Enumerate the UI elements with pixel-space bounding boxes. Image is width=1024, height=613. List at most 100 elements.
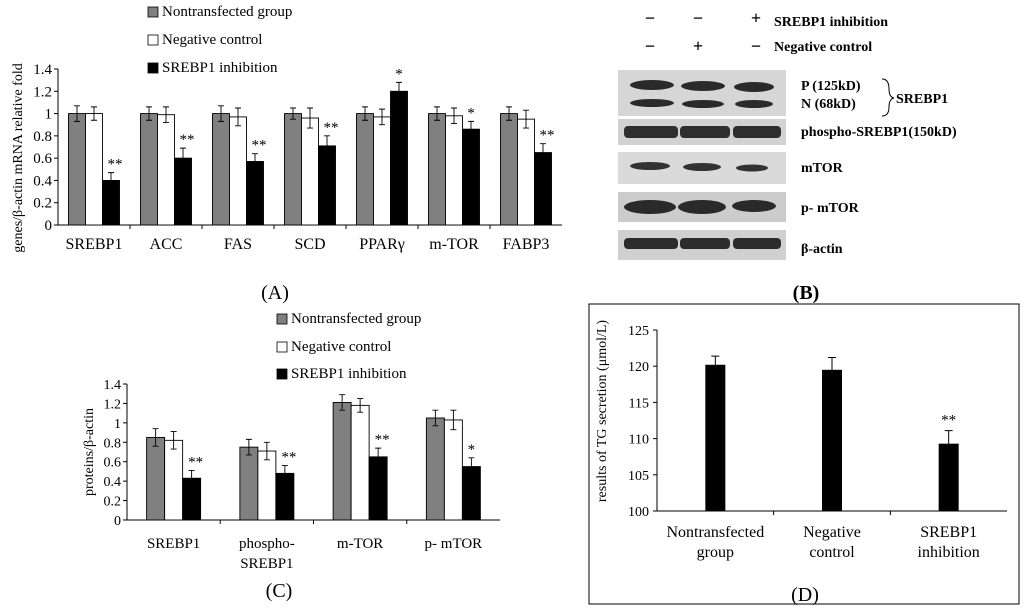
panel-a-plot: 00.20.40.60.811.21.4**SREBP1**ACC**FAS**…	[33, 62, 562, 253]
significance-marker: **	[281, 450, 296, 466]
error-bar-srebp1-inhibition-ppar	[396, 81, 402, 101]
header-mark-r2c1: −	[645, 36, 655, 56]
y-tick-label: 0.4	[104, 475, 122, 490]
srebp1-brace	[881, 78, 895, 117]
bar-srebp1-inhibition-m-tor	[368, 456, 388, 521]
bar-nontransfected-group-fas	[212, 113, 230, 226]
legend-label-nontransfected: Nontransfected group	[291, 311, 421, 327]
y-tick-label: 0	[114, 514, 121, 529]
y-tick-label: 0.4	[33, 173, 52, 189]
band-label-beta-actin: β-actin	[801, 242, 843, 257]
header-mark-r1c3: +	[751, 8, 761, 28]
legend-swatch-inhibition	[276, 368, 288, 380]
legend-label-inhibition: SREBP1 inhibition	[162, 60, 278, 76]
y-tick-label: 100	[628, 505, 649, 520]
error-bar-negative-control-p-mtor	[450, 409, 457, 431]
error-bar-srebp1-inhibition-fabp3	[540, 143, 546, 162]
bar-negative-control-fas	[229, 116, 247, 226]
bar-negative-control-m-tor	[350, 404, 370, 521]
bar-nontransfected-group-m-tor	[332, 402, 352, 521]
y-tick-label: 1	[114, 417, 121, 432]
panel-d-plot: 100 105 110 115 120 125 Nontransfected group Neg…	[628, 324, 1007, 561]
bar-srebp1-inhibition-scd	[318, 145, 336, 226]
error-bar-srebp1-inhibition-fas	[252, 153, 258, 170]
bar-nontransfected-group-srebp1	[146, 436, 166, 521]
legend-label-negative: Negative control	[162, 32, 262, 48]
x-category-label: group	[697, 544, 734, 561]
bar-nontransfected-group-p-mtor	[425, 417, 445, 521]
error-bar-negative-control	[828, 357, 836, 383]
y-tick-label: 1	[45, 107, 53, 123]
y-tick-label: 1.2	[33, 84, 52, 100]
bar-srebp1-inhibition-fas	[246, 161, 264, 226]
bar-negative-control	[822, 369, 842, 511]
x-category-label: ACC	[150, 236, 183, 253]
bar-srebp1-inhibition-fabp3	[534, 152, 552, 226]
panel-d-ylabel: results of TG secretion (μmol/L)	[595, 320, 610, 503]
blot-bands-phospho-srebp1	[624, 126, 781, 138]
band-label-mtor: mTOR	[801, 161, 844, 176]
panel-a-ylabel: genes/β-actin mRNA relative fold	[11, 63, 26, 252]
y-tick-label: 0.8	[33, 129, 52, 145]
x-category-label: m-TOR	[337, 536, 383, 552]
legend-swatch-nontransfected	[276, 313, 288, 325]
error-bar-nontransfected-group-phospho-srebp1	[245, 438, 252, 456]
blot-bands-srebp1	[630, 80, 774, 108]
error-bar-nontransfected-group	[711, 355, 720, 374]
error-bar-srebp1-inhibition-srebp1	[188, 470, 195, 487]
x-category-label: FAS	[224, 236, 252, 253]
error-bar-negative-control-acc	[163, 106, 169, 123]
bar-srebp1-inhibition-ppar	[390, 90, 408, 226]
error-bar-nontransfected-group-srebp1	[152, 428, 159, 447]
significance-marker: *	[395, 66, 403, 82]
bar-negative-control-p-mtor	[443, 419, 463, 521]
y-tick-label: 115	[629, 396, 649, 411]
significance-marker: **	[180, 132, 195, 148]
legend-label-nontransfected: Nontransfected group	[162, 4, 292, 20]
y-tick-label: 0.6	[104, 456, 122, 471]
x-category-label: SREBP1	[66, 236, 123, 253]
panel-a-label: (A)	[261, 282, 289, 304]
error-bar-negative-control-srebp1	[170, 431, 177, 450]
bar-negative-control-ppar	[373, 116, 391, 226]
error-bar-nontransfected-group-m-tor	[339, 394, 346, 411]
significance-marker: *	[468, 442, 476, 458]
y-tick-label: 1.4	[104, 378, 122, 393]
panel-d-frame	[588, 303, 1020, 605]
panel-d: results of TG secretion (μmol/L) 100 105 1…	[588, 303, 1020, 606]
bar-negative-control-srebp1	[164, 439, 184, 521]
y-tick-label: 120	[628, 360, 649, 375]
panel-c-ylabel: proteins/β-actin	[82, 408, 97, 496]
bar-srebp1-inhibition-m-tor	[462, 128, 480, 226]
y-tick-label: 110	[629, 433, 649, 448]
significance-marker: *	[467, 105, 475, 121]
error-bar-negative-control-fas	[235, 107, 241, 127]
error-bar-negative-control-phospho-srebp1	[263, 441, 270, 461]
band-label-srebp1-n: N (68kD)	[801, 97, 856, 112]
error-bar-srebp1-inhibition-acc	[180, 147, 186, 169]
error-bar-negative-control-srebp1	[91, 106, 97, 121]
error-bar-negative-control-scd	[307, 107, 313, 129]
bar-nontransfected-group-fabp3	[500, 113, 518, 226]
legend-label-inhibition: SREBP1 inhibition	[291, 366, 407, 382]
header-label-negative: Negative control	[774, 40, 872, 55]
header-mark-r1c1: −	[645, 8, 655, 28]
bar-nontransfected-group	[705, 364, 726, 511]
y-tick-label: 105	[628, 469, 649, 484]
bar-negative-control-srebp1	[85, 113, 103, 226]
x-category-label: inhibition	[918, 544, 980, 561]
panel-b-label: (B)	[793, 282, 820, 304]
x-category-label: control	[809, 544, 855, 561]
bar-nontransfected-group-phospho-srebp1	[239, 446, 259, 521]
significance-marker: **	[188, 454, 203, 470]
significance-marker: **	[108, 157, 123, 173]
y-tick-label: 0	[45, 218, 53, 234]
blot-bands-p-mtor	[624, 200, 776, 214]
y-tick-label: 1.4	[33, 62, 52, 78]
bar-negative-control-scd	[301, 117, 319, 226]
error-bar-nontransfected-group-p-mtor	[432, 409, 439, 427]
bar-nontransfected-group-scd	[284, 113, 302, 226]
panel-a-legend: Nontransfected group Negative control SR…	[147, 4, 292, 76]
x-category-label: SREBP1	[147, 536, 200, 552]
